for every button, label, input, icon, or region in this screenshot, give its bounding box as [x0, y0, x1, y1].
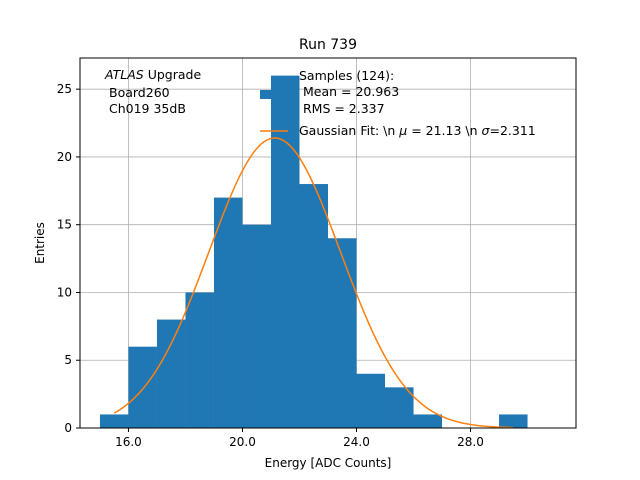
annotation-upgrade: Upgrade: [144, 67, 202, 82]
histogram-bar: [242, 224, 271, 428]
x-tick-label: 24.0: [343, 435, 370, 449]
x-tick-label: 16.0: [115, 435, 142, 449]
histogram-bar: [270, 75, 300, 428]
x-tick-label: 28.0: [457, 435, 484, 449]
legend-fit-label: Gaussian Fit: \n μ = 21.13 \n σ=2.311: [299, 123, 536, 138]
legend-fit-text-c: =2.311: [489, 123, 535, 138]
legend-fit-mu: μ: [398, 123, 407, 138]
histogram-bar: [385, 387, 414, 428]
histogram-bar: [299, 184, 328, 428]
legend-hist-swatch: [260, 90, 288, 99]
legend-hist-label-2: Mean = 20.963: [299, 84, 399, 99]
atlas-annotation: ATLAS Upgrade Board260 Ch019 35dB: [104, 67, 201, 116]
annotation-line-1: ATLAS Upgrade: [104, 67, 201, 82]
annotation-line-3: Ch019 35dB: [109, 101, 186, 116]
annotation-atlas: ATLAS: [104, 67, 144, 82]
gaussian-fit-curve: [113, 137, 514, 429]
histogram-bar: [499, 414, 528, 428]
gaussian-fit-layer: [113, 137, 514, 429]
x-axis-label: Energy [ADC Counts]: [265, 456, 392, 470]
y-tick-label: 10: [57, 285, 72, 299]
histogram-bar: [328, 238, 357, 428]
legend-hist-label-1: Samples (124):: [299, 68, 394, 83]
annotation-line-2: Board260: [109, 85, 170, 100]
y-axis-label: Entries: [33, 222, 47, 264]
y-tick-label: 25: [57, 82, 72, 96]
chart-title: Run 739: [299, 37, 357, 53]
legend-fit-text-b: = 21.13 \n: [407, 123, 481, 138]
histogram-bar: [213, 197, 243, 428]
axes-frame: [79, 57, 577, 429]
histogram-bar: [156, 319, 186, 428]
legend: Samples (124): Mean = 20.963 RMS = 2.337…: [260, 68, 536, 138]
legend-hist-label-3: RMS = 2.337: [299, 101, 385, 116]
y-tick-label: 15: [57, 218, 72, 232]
y-tick-label: 0: [64, 421, 72, 435]
histogram-bar: [356, 373, 386, 428]
legend-fit-sigma: σ: [482, 123, 491, 138]
histogram-bar: [99, 414, 129, 428]
y-tick-label: 20: [57, 150, 72, 164]
histogram-bar: [128, 346, 157, 428]
histogram-bar: [413, 414, 443, 428]
histogram-bars: [99, 75, 528, 428]
x-tick-label: 20.0: [229, 435, 256, 449]
histogram-bar: [185, 292, 214, 428]
axis-ticks: 16.0 20.0 24.0 28.0 0 5 10 15 20 25: [57, 82, 484, 449]
y-tick-label: 5: [64, 353, 72, 367]
legend-fit-text-a: Gaussian Fit: \n: [299, 123, 399, 138]
